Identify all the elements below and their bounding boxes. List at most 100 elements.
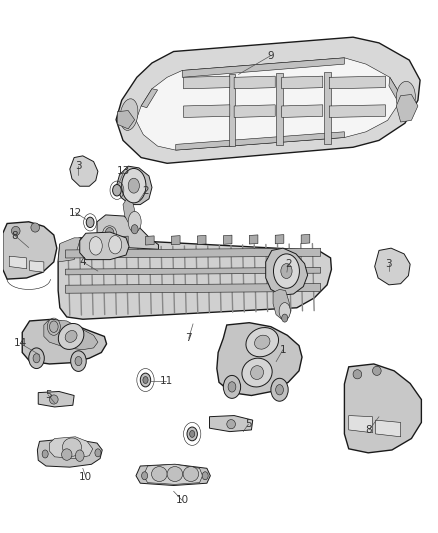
- Polygon shape: [375, 420, 401, 437]
- Polygon shape: [234, 105, 275, 117]
- Polygon shape: [123, 198, 140, 230]
- Text: 8: 8: [366, 425, 372, 435]
- Text: 1: 1: [280, 345, 286, 354]
- Text: 12: 12: [69, 208, 82, 217]
- Ellipse shape: [131, 224, 138, 234]
- Polygon shape: [70, 156, 98, 186]
- Ellipse shape: [251, 366, 264, 379]
- Polygon shape: [136, 58, 399, 150]
- Polygon shape: [141, 89, 158, 108]
- Ellipse shape: [190, 431, 195, 438]
- Polygon shape: [273, 289, 290, 319]
- Polygon shape: [374, 248, 410, 285]
- Polygon shape: [97, 215, 159, 249]
- Ellipse shape: [49, 395, 58, 404]
- Ellipse shape: [353, 370, 362, 379]
- Ellipse shape: [279, 303, 290, 320]
- Ellipse shape: [122, 168, 146, 203]
- Ellipse shape: [86, 217, 94, 228]
- Ellipse shape: [187, 427, 198, 441]
- Ellipse shape: [11, 227, 20, 236]
- Ellipse shape: [75, 450, 84, 462]
- Ellipse shape: [167, 466, 183, 481]
- Polygon shape: [66, 268, 321, 275]
- Ellipse shape: [89, 237, 102, 255]
- Ellipse shape: [282, 314, 288, 322]
- Polygon shape: [209, 416, 253, 432]
- Polygon shape: [266, 248, 307, 295]
- Text: 8: 8: [11, 231, 18, 240]
- Polygon shape: [184, 105, 230, 117]
- Polygon shape: [344, 364, 421, 453]
- Ellipse shape: [372, 366, 381, 375]
- Ellipse shape: [120, 99, 138, 131]
- Polygon shape: [9, 256, 27, 269]
- Ellipse shape: [128, 178, 139, 193]
- Ellipse shape: [62, 449, 72, 461]
- Polygon shape: [223, 235, 232, 244]
- Polygon shape: [58, 238, 332, 319]
- Ellipse shape: [95, 449, 101, 457]
- Ellipse shape: [396, 82, 415, 114]
- Polygon shape: [37, 439, 102, 467]
- Polygon shape: [120, 236, 128, 245]
- Ellipse shape: [246, 328, 279, 357]
- Ellipse shape: [75, 357, 82, 366]
- Polygon shape: [49, 437, 93, 458]
- Polygon shape: [217, 322, 302, 395]
- Polygon shape: [145, 236, 154, 245]
- Ellipse shape: [33, 353, 40, 363]
- Polygon shape: [136, 464, 210, 486]
- Ellipse shape: [58, 324, 84, 350]
- Polygon shape: [275, 235, 284, 244]
- Ellipse shape: [42, 450, 48, 458]
- Polygon shape: [117, 110, 134, 129]
- Polygon shape: [198, 236, 206, 245]
- Text: 4: 4: [79, 257, 86, 267]
- Ellipse shape: [65, 330, 77, 342]
- Text: 5: 5: [245, 419, 252, 429]
- Ellipse shape: [63, 438, 81, 456]
- Ellipse shape: [140, 373, 151, 387]
- Ellipse shape: [128, 212, 141, 232]
- Ellipse shape: [71, 351, 86, 372]
- Ellipse shape: [31, 223, 39, 232]
- Ellipse shape: [281, 264, 292, 279]
- Text: 7: 7: [185, 333, 192, 343]
- Text: 11: 11: [159, 376, 173, 386]
- Text: 2: 2: [285, 259, 292, 269]
- Polygon shape: [329, 105, 385, 117]
- Polygon shape: [389, 77, 399, 100]
- Text: 9: 9: [268, 51, 274, 61]
- Polygon shape: [171, 236, 180, 245]
- Polygon shape: [66, 248, 321, 258]
- Ellipse shape: [29, 348, 44, 368]
- Text: 2: 2: [142, 186, 149, 196]
- Text: 13: 13: [117, 166, 131, 176]
- Polygon shape: [58, 238, 81, 262]
- Polygon shape: [66, 284, 321, 293]
- Polygon shape: [44, 319, 98, 350]
- Polygon shape: [396, 94, 418, 122]
- Ellipse shape: [141, 472, 148, 480]
- Ellipse shape: [143, 377, 148, 383]
- Polygon shape: [30, 261, 44, 272]
- Ellipse shape: [105, 228, 114, 239]
- Polygon shape: [182, 58, 344, 77]
- Text: 3: 3: [75, 161, 82, 171]
- Ellipse shape: [49, 321, 58, 333]
- Ellipse shape: [109, 236, 122, 254]
- Polygon shape: [276, 73, 283, 145]
- Polygon shape: [184, 76, 230, 89]
- Polygon shape: [249, 235, 258, 244]
- Polygon shape: [301, 235, 310, 244]
- Text: 10: 10: [176, 495, 189, 505]
- Text: 5: 5: [45, 390, 52, 400]
- Polygon shape: [324, 72, 331, 144]
- Ellipse shape: [271, 378, 288, 401]
- Polygon shape: [329, 76, 385, 89]
- Polygon shape: [229, 74, 236, 146]
- Ellipse shape: [202, 472, 208, 480]
- Polygon shape: [282, 105, 323, 117]
- Polygon shape: [80, 232, 129, 260]
